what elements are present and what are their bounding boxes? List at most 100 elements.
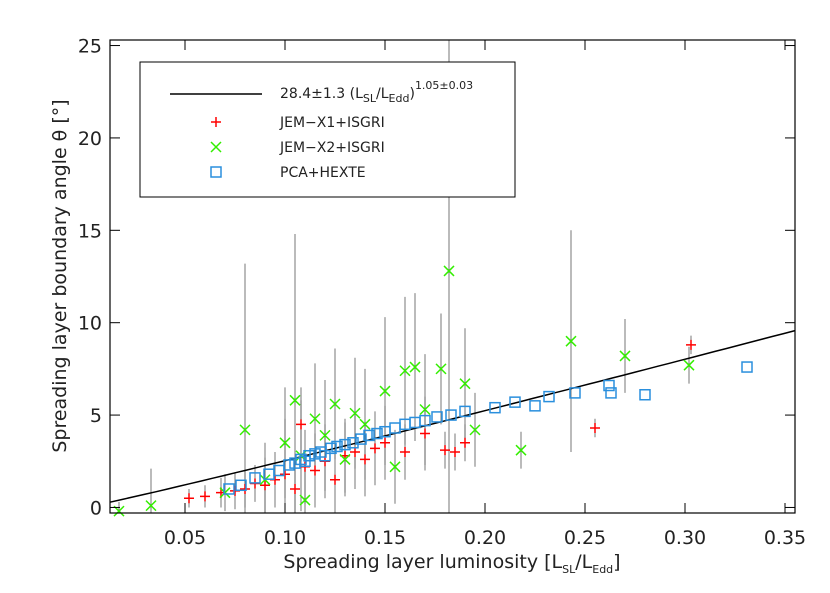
marker-shape: [296, 419, 306, 430]
marker-shape: [331, 440, 343, 453]
marker: [235, 479, 247, 492]
y-tick-label: 20: [78, 128, 102, 150]
marker-shape: [184, 493, 194, 504]
marker-shape: [263, 468, 275, 480]
marker-shape: [211, 117, 221, 127]
marker: [330, 474, 340, 485]
marker-shape: [603, 379, 615, 392]
marker: [219, 487, 231, 499]
marker-shape: [319, 449, 331, 462]
legend-items: 28.4±1.3 (LSL/LEdd)1.05±0.03 JEM−X1+ISGR…: [170, 79, 473, 181]
marker-shape: [145, 500, 157, 512]
marker-shape: [431, 411, 443, 423]
marker: [289, 394, 301, 406]
x-label-part: SL: [562, 563, 576, 576]
marker-shape: [200, 491, 210, 502]
marker: [450, 447, 460, 458]
marker: [200, 491, 210, 502]
plot-frame: [109, 39, 796, 514]
y-tick-label: 25: [78, 36, 102, 58]
legend-text: SL: [363, 92, 377, 105]
marker-shape: [440, 445, 450, 456]
legend-text: PCA+HEXTE: [280, 165, 366, 181]
marker-shape: [445, 409, 457, 421]
marker-shape: [363, 429, 375, 442]
marker: [683, 359, 695, 371]
legend-text: ): [409, 86, 414, 102]
marker-shape: [295, 453, 307, 466]
y-tick-label: 0: [90, 497, 102, 519]
marker-shape: [459, 378, 471, 390]
x-tick-label: 0.10: [264, 527, 306, 549]
marker-shape: [515, 444, 527, 456]
marker: [299, 494, 311, 506]
marker-shape: [210, 166, 222, 178]
marker: [223, 483, 235, 495]
marker-shape: [219, 487, 231, 499]
marker: [303, 449, 315, 462]
plot-area: [109, 40, 796, 517]
y-tick-label: 15: [78, 220, 102, 242]
legend-text: JEM−X1+ISGRI: [279, 115, 385, 131]
marker: [210, 166, 222, 178]
marker: [435, 363, 447, 375]
marker: [280, 469, 290, 480]
marker-shape: [310, 465, 320, 476]
x-tick-label: 0.25: [564, 527, 606, 549]
marker-shape: [686, 339, 696, 350]
marker: [331, 440, 343, 453]
marker: [399, 365, 411, 377]
marker-shape: [419, 414, 431, 427]
marker: [283, 459, 295, 471]
marker: [145, 500, 157, 512]
marker-shape: [360, 454, 370, 465]
marker: [240, 483, 250, 494]
marker-shape: [339, 453, 351, 465]
marker: [459, 378, 471, 390]
marker-shape: [409, 361, 421, 373]
x-label-part: Edd: [592, 563, 613, 576]
marker-shape: [289, 394, 301, 406]
marker: [440, 445, 450, 456]
marker-shape: [435, 363, 447, 375]
marker-shape: [450, 447, 460, 458]
marker-shape: [239, 424, 251, 436]
marker: [431, 411, 443, 423]
marker-shape: [339, 438, 351, 451]
marker: [296, 419, 306, 430]
marker-shape: [329, 398, 341, 410]
marker-shape: [469, 424, 481, 436]
marker: [349, 407, 361, 419]
marker: [603, 379, 615, 392]
x-label-part: /L: [575, 551, 592, 573]
marker: [211, 117, 221, 127]
marker: [279, 437, 291, 449]
marker: [380, 437, 390, 448]
marker: [249, 472, 261, 484]
marker-shape: [543, 390, 555, 403]
marker: [543, 390, 555, 403]
marker: [359, 418, 371, 430]
marker-shape: [565, 335, 577, 347]
marker: [639, 389, 651, 401]
x-tick-label: 0.15: [364, 527, 406, 549]
legend-text: /L: [376, 86, 389, 102]
marker-shape: [419, 404, 431, 416]
marker-shape: [741, 361, 753, 373]
legend-text: 28.4±1.3 (L: [280, 86, 363, 102]
marker: [569, 387, 581, 399]
marker: [184, 493, 194, 504]
marker: [460, 437, 470, 448]
marker-shape: [319, 429, 331, 441]
marker-shape: [309, 413, 321, 425]
marker-shape: [459, 405, 471, 418]
marker-shape: [509, 396, 521, 408]
marker: [400, 447, 410, 458]
marker: [347, 437, 359, 449]
marker-shape: [290, 483, 300, 494]
legend-text: JEM−X2+ISGRI: [279, 140, 385, 156]
marker: [325, 442, 337, 455]
marker-shape: [605, 387, 617, 399]
marker: [420, 428, 430, 439]
